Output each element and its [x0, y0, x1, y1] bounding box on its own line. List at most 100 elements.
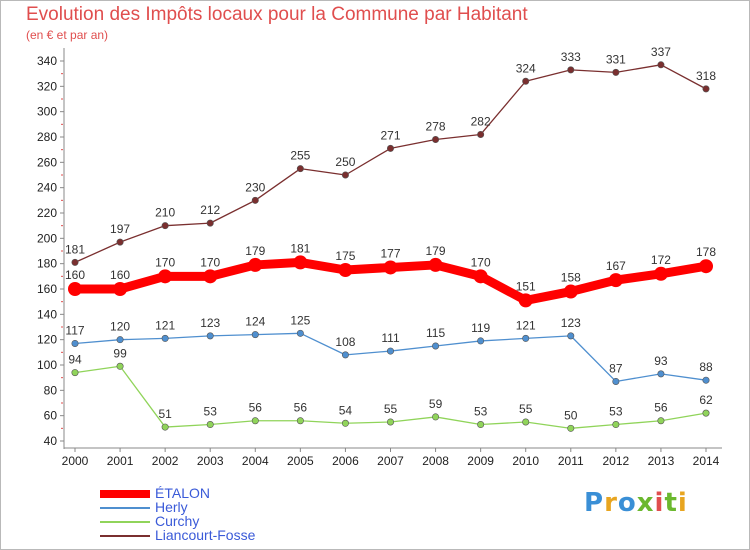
y-tick-label: 260 — [37, 155, 57, 169]
logo-letter: x — [636, 488, 655, 518]
data-point-curchy — [341, 419, 349, 427]
data-point-herly — [522, 334, 530, 342]
data-label-liancourt-fosse: 255 — [290, 149, 310, 163]
data-label-liancourt-fosse: 212 — [200, 203, 220, 217]
data-point-herly — [386, 347, 394, 355]
data-label-liancourt-fosse: 278 — [426, 120, 446, 134]
x-tick-label: 2010 — [512, 454, 539, 468]
logo-letter: t — [664, 488, 678, 518]
legend-swatch--talon — [100, 490, 150, 498]
x-tick-label: 2000 — [62, 454, 89, 468]
data-point-herly — [612, 377, 620, 385]
data-label--talon: 170 — [471, 255, 491, 269]
data-point-herly — [567, 332, 575, 340]
series--talon: 160 160 170 170 179 181 175 177 179 170 151 158 167 1… — [65, 241, 716, 308]
data-point-liancourt-fosse — [296, 165, 304, 173]
data-point-liancourt-fosse — [341, 171, 349, 179]
data-label-herly: 108 — [335, 335, 355, 349]
data-point-liancourt-fosse — [702, 85, 710, 93]
series-curchy: 94 99 51 53 56 56 54 55 59 53 55 50 53 56 62 — [68, 346, 713, 432]
data-point-liancourt-fosse — [161, 222, 169, 230]
y-tick-label: 280 — [37, 130, 57, 144]
logo-letter: P — [584, 488, 605, 518]
legend-label-herly: Herly — [155, 499, 188, 515]
data-point-liancourt-fosse — [116, 238, 124, 246]
data-point-herly — [341, 351, 349, 359]
data-label--talon: 170 — [155, 255, 175, 269]
x-tick-label: 2012 — [603, 454, 630, 468]
data-label-herly: 121 — [155, 318, 175, 332]
y-tick-label: 340 — [37, 54, 57, 68]
data-point-curchy — [251, 417, 259, 425]
x-tick-label: 2002 — [152, 454, 179, 468]
series-liancourt-fosse: 181 197 210 212 230 255 250 271 278 282 324 333 331 3… — [65, 45, 716, 266]
data-point-liancourt-fosse — [251, 196, 259, 204]
data-point-herly — [432, 342, 440, 350]
x-tick-label: 2007 — [377, 454, 404, 468]
legend-label--talon: ÉTALON — [155, 485, 210, 501]
data-label--talon: 175 — [335, 249, 355, 263]
data-point-curchy — [71, 369, 79, 377]
data-point-liancourt-fosse — [567, 66, 575, 74]
data-point--talon — [293, 255, 308, 270]
data-label--talon: 151 — [516, 279, 536, 293]
data-label-herly: 120 — [110, 320, 130, 334]
data-label-liancourt-fosse: 282 — [471, 114, 491, 128]
data-point--talon — [113, 282, 128, 296]
legend-label-curchy: Curchy — [155, 513, 200, 529]
data-point-curchy — [477, 421, 485, 429]
data-label-curchy: 55 — [384, 402, 398, 416]
data-label-liancourt-fosse: 271 — [380, 128, 400, 142]
logo-letter: o — [617, 488, 637, 518]
data-point-curchy — [386, 418, 394, 426]
data-label-herly: 93 — [654, 354, 668, 368]
y-tick-label: 300 — [37, 105, 57, 119]
legend-swatch-curchy — [100, 521, 150, 523]
y-tick-label: 200 — [37, 231, 57, 245]
data-label-curchy: 62 — [699, 393, 713, 407]
data-label--talon: 160 — [110, 268, 130, 282]
proxiti-logo: Proxiti — [584, 488, 688, 518]
data-label-liancourt-fosse: 230 — [245, 180, 265, 194]
data-point--talon — [203, 269, 218, 284]
x-tick-label: 2014 — [693, 454, 720, 468]
data-label-curchy: 56 — [654, 401, 668, 415]
data-label-curchy: 51 — [158, 407, 172, 421]
data-point-liancourt-fosse — [71, 258, 79, 266]
y-tick-label: 140 — [37, 307, 57, 321]
data-label-liancourt-fosse: 250 — [335, 155, 355, 169]
data-point-herly — [161, 334, 169, 342]
data-label--talon: 170 — [200, 255, 220, 269]
data-label--talon: 181 — [290, 241, 310, 255]
legend-label-liancourt-fosse: Liancourt-Fosse — [155, 527, 256, 543]
data-label--talon: 167 — [606, 259, 626, 273]
data-point-curchy — [567, 424, 575, 432]
data-label--talon: 179 — [426, 244, 446, 258]
data-point--talon — [158, 269, 173, 284]
x-tick-label: 2013 — [648, 454, 675, 468]
data-point-curchy — [522, 418, 530, 426]
y-tick-label: 80 — [44, 383, 58, 397]
axes: 40 60 80 100 120 140 160 180 200 220 240 260 280 300 3… — [37, 48, 722, 468]
data-point-curchy — [657, 417, 665, 425]
data-point-curchy — [161, 423, 169, 431]
data-label-liancourt-fosse: 331 — [606, 52, 626, 66]
data-point-liancourt-fosse — [386, 144, 394, 152]
data-label-herly: 121 — [516, 318, 536, 332]
y-tick-label: 320 — [37, 79, 57, 93]
data-label-curchy: 53 — [474, 405, 488, 419]
data-point--talon — [383, 260, 398, 275]
data-label--talon: 172 — [651, 253, 671, 267]
data-label-curchy: 99 — [113, 346, 127, 360]
data-point-liancourt-fosse — [657, 61, 665, 69]
data-label-curchy: 94 — [68, 353, 82, 367]
data-label-herly: 87 — [609, 361, 623, 375]
data-label-liancourt-fosse: 197 — [110, 222, 130, 236]
data-label--talon: 158 — [561, 271, 581, 285]
chart-subtitle: (en € et par an) — [26, 28, 109, 42]
x-tick-label: 2009 — [467, 454, 494, 468]
data-point-curchy — [206, 421, 214, 429]
data-point-herly — [477, 337, 485, 345]
data-label--talon: 179 — [245, 244, 265, 258]
